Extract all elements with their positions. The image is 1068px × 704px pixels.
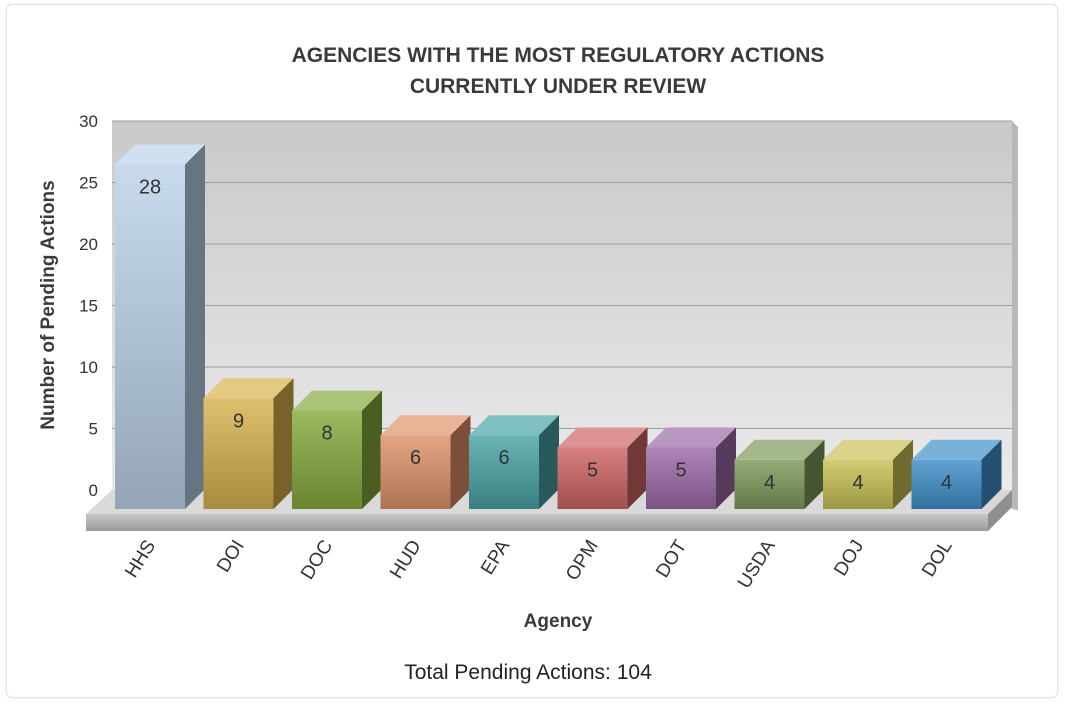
chart-title-line-2: CURRENTLY UNDER REVIEW — [410, 75, 707, 98]
bar-epa: 6 — [469, 415, 559, 509]
x-tick-label: DOI — [213, 537, 249, 577]
bar-value-label: 5 — [675, 460, 686, 482]
bar-hhs: 28 — [115, 144, 205, 509]
bar-value-label: 6 — [498, 447, 509, 469]
bar-value-label: 8 — [321, 423, 332, 445]
y-tick-label: 10 — [79, 358, 98, 377]
bar-side-face — [716, 427, 736, 509]
x-tick-label: DOC — [297, 537, 337, 584]
y-axis-ticks: 0 5 10 15 20 25 30 — [79, 112, 98, 500]
bar-front-face — [557, 447, 628, 509]
y-tick-label: 30 — [79, 112, 98, 131]
bar-doc: 8 — [292, 390, 382, 509]
bar-front-face — [823, 459, 893, 509]
bar-top-face — [646, 427, 736, 448]
bar-side-face — [273, 378, 294, 509]
bar-side-face — [362, 390, 382, 509]
x-tick-label: DOJ — [830, 537, 868, 580]
bar-top-face — [292, 390, 382, 411]
bar-value-label: 28 — [139, 177, 161, 199]
bar-side-face — [981, 439, 1002, 509]
x-tick-label: DOT — [652, 536, 691, 581]
bar-top-face — [823, 439, 913, 460]
bar-side-face — [450, 415, 471, 509]
bar-value-label: 5 — [587, 460, 598, 482]
bar-top-face — [911, 439, 1002, 460]
bar-side-face — [539, 415, 559, 509]
bar-top-face — [380, 415, 471, 436]
plot-right-wall — [1012, 121, 1018, 510]
y-tick-label: 15 — [79, 297, 98, 316]
bar-front-face — [911, 459, 982, 509]
bar-top-face — [203, 378, 294, 399]
x-tick-label: HUD — [386, 537, 426, 583]
floor-side — [988, 490, 1012, 531]
bar-top-face — [557, 427, 648, 448]
bar-front-face — [292, 410, 362, 509]
chart-title: AGENCIES WITH THE MOST REGULATORY ACTION… — [292, 44, 825, 98]
bar-dot: 5 — [646, 427, 736, 509]
bar-top-face — [115, 144, 205, 165]
bar-front-face — [203, 398, 274, 509]
total-pending-actions: Total Pending Actions: 104 — [404, 661, 652, 684]
bar-usda: 4 — [734, 439, 825, 509]
bar-value-label: 6 — [410, 447, 421, 469]
bar-value-label: 4 — [764, 472, 775, 494]
bar-side-face — [627, 427, 648, 509]
bar-front-face — [115, 164, 185, 509]
y-tick-label: 0 — [89, 481, 98, 500]
x-tick-label: HHS — [121, 537, 160, 582]
bar-top-face — [469, 415, 559, 436]
y-tick-label: 5 — [89, 420, 98, 439]
bar-hud: 6 — [380, 415, 471, 509]
x-tick-label: EPA — [477, 536, 514, 578]
bar-side-face — [185, 144, 205, 509]
bar-opm: 5 — [557, 427, 648, 509]
chart-title-line-1: AGENCIES WITH THE MOST REGULATORY ACTION… — [292, 44, 825, 67]
bar-front-face — [734, 459, 805, 509]
y-axis-label: Number of Pending Actions — [38, 180, 59, 429]
y-tick-label: 25 — [79, 174, 98, 193]
x-tick-label: OPM — [562, 537, 603, 585]
bar-front-face — [469, 435, 539, 509]
bar-value-label: 4 — [941, 472, 952, 494]
y-tick-label: 20 — [79, 235, 98, 254]
bars: 28 9 8 6 6 5 5 4 4 4 — [115, 144, 1002, 509]
x-axis-label: Agency — [524, 611, 593, 632]
bar-top-face — [734, 439, 825, 460]
bar-side-face — [804, 439, 825, 509]
bar-doj: 4 — [823, 439, 913, 509]
x-axis-tick-labels: HHS DOI DOC HUD EPA OPM DOT USDA DOJ DOL — [121, 536, 957, 592]
bar-side-face — [893, 439, 913, 509]
bar-value-label: 4 — [852, 472, 863, 494]
x-tick-label: DOL — [918, 537, 957, 581]
floor-front — [86, 514, 988, 531]
bar-front-face — [380, 435, 451, 509]
bar-doi: 9 — [203, 378, 294, 509]
bar-value-label: 9 — [233, 410, 244, 432]
bar-front-face — [646, 447, 716, 509]
bar-dol: 4 — [911, 439, 1002, 509]
x-tick-label: USDA — [734, 536, 780, 592]
